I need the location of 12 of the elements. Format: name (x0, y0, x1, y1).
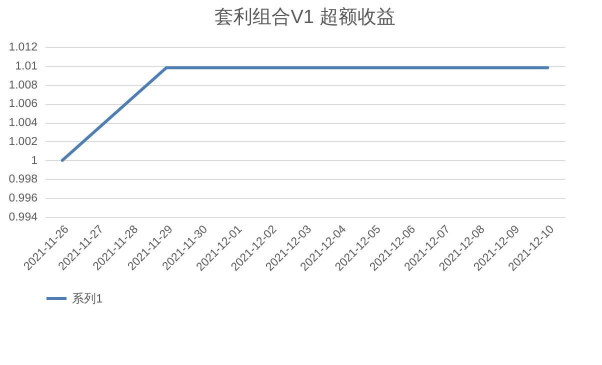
y-tick-label: 1.008 (8, 79, 38, 92)
y-tick-label: 1.012 (8, 42, 38, 54)
y-tick-label: 0.998 (8, 174, 38, 186)
y-tick-label: 1.002 (8, 136, 38, 148)
legend-label: 系列1 (72, 292, 103, 306)
y-tick-label: 1.006 (8, 98, 38, 110)
y-tick-label: 0.994 (8, 212, 38, 224)
y-tick-label: 1.01 (15, 60, 38, 72)
y-tick-label: 1 (31, 154, 38, 167)
y-tick-label: 0.996 (8, 192, 38, 205)
chart-title: 套利组合V1 超额收益 (214, 6, 396, 28)
y-tick-label: 1.004 (8, 117, 38, 130)
